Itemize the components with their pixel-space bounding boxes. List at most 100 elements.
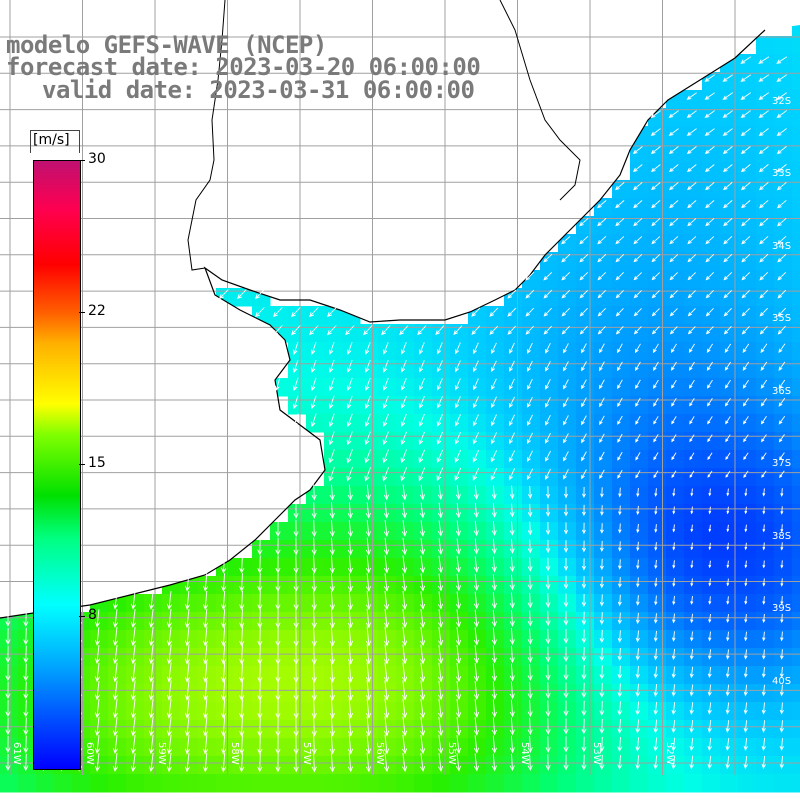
wind-arrow	[708, 613, 712, 624]
lat-label: 39S	[772, 603, 792, 614]
speed-cell	[396, 738, 415, 757]
wind-arrow	[400, 431, 407, 446]
wind-arrow	[778, 361, 786, 371]
speed-cell	[396, 360, 415, 379]
wind-arrow	[23, 609, 29, 628]
wind-arrow	[669, 200, 679, 209]
speed-cell	[756, 486, 775, 505]
wind-arrow	[725, 702, 730, 715]
wind-arrow	[293, 555, 299, 574]
wind-arrow	[418, 431, 425, 446]
wind-arrow	[491, 574, 497, 591]
speed-cell	[702, 774, 721, 793]
wind-arrow	[239, 662, 245, 683]
wind-arrow	[382, 342, 389, 355]
wind-arrow	[761, 684, 766, 697]
wind-arrow	[490, 432, 497, 445]
speed-cell	[432, 594, 451, 613]
wind-arrow	[615, 218, 625, 227]
wind-arrow	[291, 325, 301, 336]
speed-cell	[702, 558, 721, 577]
wind-arrow	[290, 307, 301, 318]
wind-arrow	[257, 644, 263, 665]
speed-cell	[540, 378, 559, 397]
wind-arrow	[581, 718, 587, 735]
speed-cell	[630, 234, 649, 253]
wind-arrow	[94, 644, 101, 665]
speed-cell	[774, 648, 793, 667]
colorbar-tick	[79, 616, 85, 617]
wind-arrow	[490, 450, 498, 463]
speed-cell	[468, 522, 487, 541]
wind-arrow	[490, 468, 498, 481]
wind-arrow	[761, 720, 766, 733]
speed-cell	[396, 486, 415, 505]
wind-arrow	[726, 614, 730, 623]
speed-cell	[252, 540, 271, 559]
speed-cell	[396, 414, 415, 433]
speed-cell	[792, 126, 800, 145]
speed-cell	[270, 558, 289, 577]
wind-arrow	[690, 578, 694, 587]
wind-arrow	[346, 395, 353, 410]
speed-cell	[180, 720, 199, 739]
wind-arrow	[617, 397, 623, 408]
wind-arrow	[329, 680, 335, 701]
wind-arrow	[545, 736, 551, 753]
wind-arrow	[202, 626, 209, 647]
speed-cell	[630, 450, 649, 469]
speed-cell	[468, 630, 487, 649]
wind-arrow	[221, 716, 227, 737]
speed-cell	[630, 522, 649, 541]
speed-cell	[756, 774, 775, 793]
speed-cell	[270, 594, 289, 613]
speed-cell	[702, 414, 721, 433]
wind-arrow	[491, 681, 497, 700]
wind-arrow	[473, 503, 479, 518]
wind-arrow	[383, 484, 389, 501]
speed-cell	[666, 234, 685, 253]
wind-arrow	[687, 200, 697, 209]
wind-arrow	[669, 308, 678, 317]
speed-cell	[720, 666, 739, 685]
wind-arrow	[112, 753, 119, 772]
speed-cell	[666, 558, 685, 577]
wind-arrow	[311, 698, 317, 719]
speed-cell	[648, 126, 667, 145]
speed-cell	[666, 180, 685, 199]
wind-arrow	[402, 752, 408, 773]
wind-arrow	[761, 667, 766, 678]
wind-arrow	[543, 307, 553, 317]
speed-cell	[738, 252, 757, 271]
wind-arrow	[743, 649, 748, 660]
wind-arrow	[527, 432, 533, 445]
speed-cell	[306, 540, 325, 559]
wind-arrow	[401, 537, 408, 556]
wind-arrow	[401, 502, 407, 519]
wind-arrow	[690, 560, 694, 569]
wind-arrow	[436, 431, 443, 445]
wind-arrow	[689, 702, 694, 715]
wind-arrow	[473, 609, 480, 628]
wind-arrow	[688, 361, 695, 371]
wind-arrow	[507, 307, 517, 317]
wind-arrow	[418, 378, 425, 391]
wind-arrow	[563, 469, 569, 480]
speed-cell	[666, 378, 685, 397]
wind-arrow	[762, 542, 766, 551]
wind-arrow	[653, 701, 658, 716]
speed-cell	[108, 702, 127, 721]
speed-cell	[720, 594, 739, 613]
wind-arrow	[184, 752, 191, 773]
speed-cell	[792, 216, 800, 235]
wind-arrow	[365, 573, 372, 592]
wind-arrow	[777, 307, 787, 317]
wind-arrow	[455, 485, 461, 500]
speed-cell	[414, 558, 433, 577]
wind-arrow	[455, 717, 462, 736]
speed-cell	[90, 612, 109, 631]
speed-cell	[684, 126, 703, 145]
colorbar-label-30: 30	[88, 151, 106, 167]
wind-arrow	[723, 253, 733, 263]
speed-cell	[558, 738, 577, 757]
